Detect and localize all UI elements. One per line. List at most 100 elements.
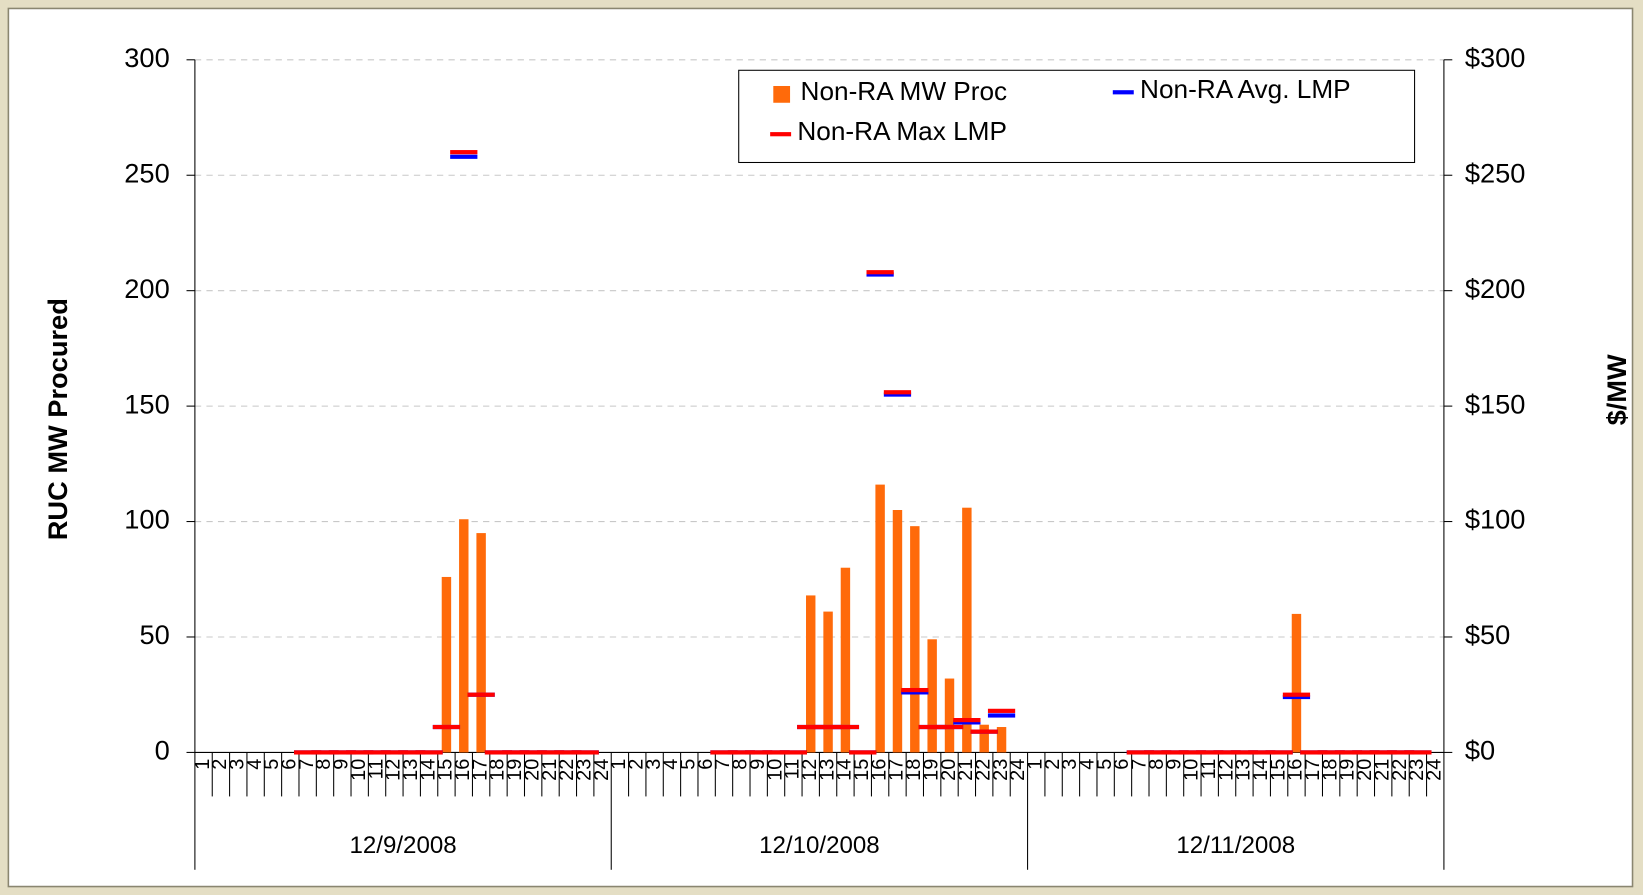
lmp-marker — [311, 750, 339, 755]
x-tick-label: 1 — [608, 759, 630, 770]
lmp-marker — [727, 750, 755, 755]
lmp-marker — [814, 724, 842, 730]
lmp-marker — [831, 724, 860, 730]
bar — [840, 567, 851, 753]
x-tick-label: 1 — [192, 759, 214, 770]
lmp-marker — [987, 713, 1016, 718]
x-tick-label: 5 — [678, 759, 700, 770]
y-tick-label: 250 — [124, 157, 169, 188]
y2-tick-label: $300 — [1465, 42, 1526, 73]
lmp-marker — [1265, 750, 1293, 755]
y-tick-label: 50 — [139, 619, 169, 650]
lmp-marker — [380, 750, 409, 755]
y2-tick-label: $50 — [1465, 619, 1510, 650]
y-tick-label: 100 — [124, 504, 169, 535]
x-tick-label: 7 — [1129, 759, 1151, 770]
lmp-marker — [467, 692, 495, 697]
lmp-marker — [849, 750, 877, 755]
x-tick-label: 3 — [227, 759, 249, 770]
lmp-marker — [1300, 750, 1328, 755]
x-tick-label: 19 — [920, 759, 942, 781]
x-tick-label: 18 — [903, 759, 925, 781]
lmp-marker — [1352, 750, 1380, 755]
lmp-marker — [294, 750, 322, 755]
lmp-marker — [432, 724, 461, 730]
lmp-marker — [970, 729, 998, 734]
lmp-marker — [519, 750, 547, 755]
x-tick-label: 10 — [1181, 759, 1203, 781]
lmp-marker — [1317, 750, 1345, 755]
lmp-marker — [1334, 750, 1363, 755]
x-tick-label: 24 — [1423, 759, 1445, 781]
x-tick-label: 17 — [886, 759, 908, 781]
lmp-marker — [450, 154, 478, 159]
bar — [979, 724, 989, 753]
lmp-marker — [883, 390, 912, 395]
x-tick-label: 8 — [730, 759, 752, 770]
lmp-marker — [450, 150, 478, 155]
y-tick-label: 0 — [155, 735, 170, 766]
y-tick-label: 150 — [124, 388, 169, 419]
x-tick-label: 4 — [244, 759, 266, 770]
legend-swatch — [773, 85, 791, 103]
legend-label: Non-RA Avg. LMP — [1140, 74, 1351, 104]
bar — [944, 678, 955, 753]
bar — [962, 507, 972, 753]
x-tick-label: 23 — [1406, 759, 1428, 781]
lmp-marker — [1213, 750, 1241, 755]
x-tick-label: 6 — [279, 759, 301, 770]
bar — [476, 533, 486, 753]
x-tick-label: 15 — [435, 759, 457, 781]
x-tick-label: 5 — [261, 759, 283, 770]
lmp-marker — [328, 750, 356, 755]
legend — [738, 69, 1416, 164]
x-tick-label: 14 — [417, 759, 439, 781]
x-tick-label: 12 — [799, 759, 821, 781]
bar — [823, 611, 833, 753]
lmp-marker — [398, 750, 426, 755]
lmp-marker — [866, 270, 894, 275]
lmp-marker — [762, 750, 790, 755]
lmp-marker — [484, 750, 513, 755]
x-tick-label: 3 — [1059, 759, 1081, 770]
bar — [806, 595, 816, 753]
lmp-marker — [554, 750, 582, 755]
x-tick-label: 12 — [383, 759, 405, 781]
lmp-marker — [1282, 694, 1311, 700]
x-tick-label: 9 — [747, 759, 769, 770]
x-tick-label: 19 — [1337, 759, 1359, 781]
x-tick-label: 24 — [591, 759, 613, 781]
lmp-marker — [745, 750, 773, 755]
lmp-marker — [1282, 692, 1311, 697]
x-tick-label: 23 — [573, 759, 595, 781]
x-tick-label: 1 — [1024, 759, 1046, 770]
x-tick-label: 10 — [764, 759, 786, 781]
x-tick-label: 9 — [1163, 759, 1185, 770]
x-tick-label: 8 — [1146, 759, 1168, 770]
y2-tick-label: $0 — [1465, 735, 1495, 766]
y-tick-label: 300 — [124, 42, 169, 73]
lmp-marker — [1369, 750, 1397, 755]
lmp-marker — [866, 272, 894, 277]
lmp-marker — [1178, 750, 1206, 755]
x-tick-label: 19 — [504, 759, 526, 781]
x-tick-label: 14 — [834, 759, 856, 781]
x-tick-label: 24 — [1007, 759, 1029, 781]
group-label: 12/11/2008 — [1176, 832, 1295, 859]
x-tick-label: 6 — [695, 759, 717, 770]
x-tick-label: 21 — [1371, 759, 1393, 781]
lmp-marker — [953, 720, 981, 725]
x-tick-label: 15 — [1267, 759, 1289, 781]
lmp-marker — [1386, 750, 1415, 755]
x-tick-label: 2 — [209, 759, 231, 770]
x-tick-label: 22 — [556, 759, 578, 781]
bar — [910, 526, 920, 753]
x-tick-label: 13 — [400, 759, 422, 781]
x-tick-label: 13 — [816, 759, 838, 781]
x-tick-label: 21 — [955, 759, 977, 781]
x-tick-label: 3 — [643, 759, 665, 770]
lmp-marker — [797, 724, 825, 730]
legend-swatch — [770, 132, 792, 137]
x-tick-label: 7 — [296, 759, 318, 770]
